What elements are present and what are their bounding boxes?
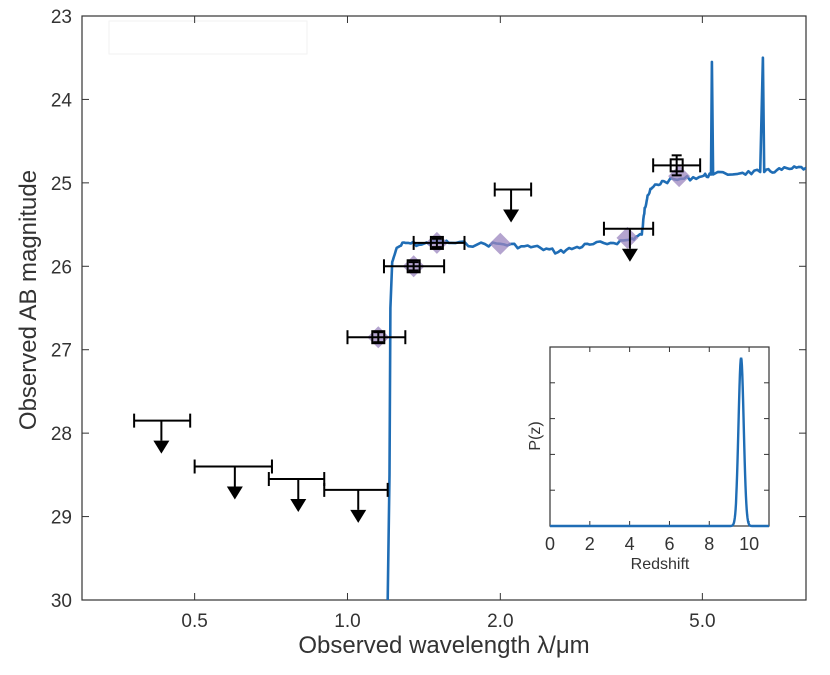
inset-x-axis-label: Redshift — [631, 556, 690, 573]
x-tick-label: 5.0 — [689, 611, 715, 632]
x-tick-label: 1.0 — [334, 611, 360, 632]
pz-curve — [550, 357, 769, 528]
model-photometry-point — [489, 232, 512, 255]
detection-point — [346, 330, 407, 345]
main-plot-area — [133, 56, 806, 600]
inset-x-tick-label: 2 — [585, 534, 595, 554]
y-axis-label: Observed AB magnitude — [15, 170, 42, 430]
detection-point — [652, 154, 702, 177]
inset-plot-area: 0 2 4 6 8 10 — [545, 347, 769, 554]
y-tick-label: 25 — [51, 174, 72, 195]
inset-x-tick-label: 10 — [739, 534, 759, 554]
upper-limit-point — [267, 472, 326, 513]
legend-box — [108, 20, 308, 55]
y-tick-label: 28 — [51, 424, 72, 445]
y-tick-label: 24 — [51, 90, 73, 111]
y-tick-label: 30 — [51, 591, 72, 612]
x-tick-label: 0.5 — [181, 611, 207, 632]
detection-point — [382, 259, 446, 274]
upper-limit-point — [493, 182, 533, 223]
y-tick-label: 27 — [51, 341, 72, 362]
inset-pz-plot: 0 2 4 6 8 10 Redshift P(z) — [527, 346, 770, 573]
inset-frame — [549, 346, 770, 527]
model-photometry-point — [616, 226, 639, 249]
upper-limit-point — [602, 221, 655, 262]
upper-limit-point — [323, 482, 389, 523]
plot-frame — [81, 15, 807, 601]
upper-limit-point — [193, 459, 273, 500]
detection-point — [412, 235, 466, 250]
y-tick-label: 23 — [51, 7, 72, 28]
inset-x-tick-label: 4 — [625, 534, 635, 554]
x-axis-label: Observed wavelength λ/μm — [298, 632, 589, 659]
y-tick-label: 29 — [51, 508, 72, 529]
inset-y-axis-label: P(z) — [527, 421, 544, 450]
inset-x-tick-label: 6 — [664, 534, 674, 554]
upper-limit-point — [133, 413, 192, 454]
inset-x-tick-label: 8 — [704, 534, 714, 554]
inset-x-tick-label: 0 — [545, 534, 555, 554]
y-tick-label: 26 — [51, 257, 72, 278]
x-tick-label: 2.0 — [487, 611, 513, 632]
